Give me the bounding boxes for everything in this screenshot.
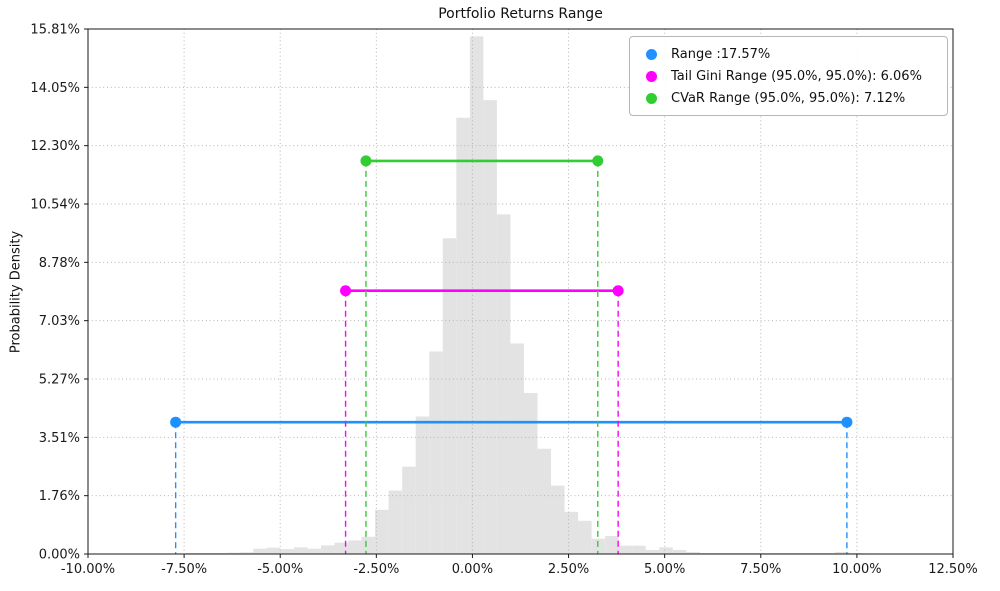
histogram-bar	[239, 552, 254, 554]
y-tick-label: 12.30%	[30, 139, 80, 154]
histogram-bar	[496, 214, 511, 554]
histogram-bar	[686, 552, 700, 554]
histogram-bar	[659, 547, 673, 554]
histogram-bar	[415, 416, 430, 554]
histogram-bar	[537, 448, 552, 554]
y-tick-label: 5.27%	[39, 373, 80, 388]
histogram-bar	[483, 100, 497, 554]
histogram-bar	[307, 548, 321, 554]
x-tick-label: -2.50%	[353, 562, 399, 577]
legend-item: Range :17.57%	[639, 43, 937, 65]
histogram-bar	[348, 540, 362, 554]
y-tick-label: 0.00%	[39, 548, 80, 563]
chart-title: Portfolio Returns Range	[438, 6, 603, 22]
histogram-bar	[266, 547, 281, 554]
x-tick-label: 7.50%	[740, 562, 781, 577]
legend-item: CVaR Range (95.0%, 95.0%): 7.12%	[639, 87, 937, 109]
histogram-bar	[429, 351, 443, 554]
legend-item: Tail Gini Range (95.0%, 95.0%): 6.06%	[639, 65, 937, 87]
y-tick-label: 3.51%	[39, 431, 80, 446]
histogram-bar	[510, 343, 524, 554]
histogram-bar	[226, 552, 240, 554]
y-tick-label: 1.76%	[39, 489, 80, 504]
histogram-bar	[469, 36, 484, 555]
y-tick-label: 7.03%	[39, 314, 80, 329]
x-tick-label: -10.00%	[61, 562, 115, 577]
tail-gini-range-marker	[340, 285, 352, 297]
cvar-range-legend-marker-icon	[646, 92, 657, 104]
histogram-bar	[293, 547, 308, 554]
cvar-range-marker	[592, 155, 604, 167]
range-legend-marker-icon	[646, 48, 657, 60]
legend-item-label: CVaR Range (95.0%, 95.0%): 7.12%	[671, 90, 906, 106]
histogram-bar	[442, 238, 457, 555]
histogram-bar	[618, 545, 633, 554]
x-tick-label: 0.00%	[452, 562, 493, 577]
y-tick-label: 8.78%	[39, 256, 80, 271]
histogram-bar	[605, 536, 619, 554]
histogram-bar	[523, 392, 538, 554]
y-tick-label: 14.05%	[30, 81, 80, 96]
y-tick-label: 15.81%	[30, 23, 80, 38]
range-marker	[841, 416, 853, 428]
histogram-bar	[564, 511, 579, 554]
tail-gini-range-marker	[612, 285, 624, 297]
histogram-bar	[578, 520, 592, 554]
histogram-bar	[632, 545, 646, 554]
histogram-bar	[253, 548, 267, 554]
tail-gini-range-legend-marker-icon	[646, 70, 657, 82]
legend-item-label: Tail Gini Range (95.0%, 95.0%): 6.06%	[671, 68, 922, 84]
x-tick-label: -7.50%	[161, 562, 207, 577]
x-tick-label: 2.50%	[548, 562, 589, 577]
axes-spines	[87, 28, 954, 555]
histogram-bar	[551, 485, 565, 554]
range-marker	[170, 416, 182, 428]
histogram-bar	[388, 490, 403, 554]
histogram-bar	[334, 542, 349, 554]
histogram-bar	[672, 550, 687, 554]
cvar-range-marker	[360, 155, 372, 167]
histogram-bar	[835, 552, 849, 554]
x-tick-label: 5.00%	[644, 562, 685, 577]
x-tick-label: 12.50%	[928, 562, 978, 577]
histogram-bar	[645, 550, 660, 554]
histogram-bar	[320, 545, 335, 554]
legend-item-label: Range :17.57%	[671, 46, 771, 62]
histogram-bar	[456, 117, 470, 554]
x-tick-label: -5.00%	[257, 562, 303, 577]
y-tick-label: 10.54%	[30, 198, 80, 213]
histogram-bar	[361, 536, 376, 554]
histogram-bar	[280, 549, 294, 554]
x-tick-label: 10.00%	[832, 562, 882, 577]
legend: Range :17.57% Tail Gini Range (95.0%, 95.…	[629, 36, 948, 116]
histogram-bar	[375, 509, 389, 554]
histogram-bar	[402, 466, 416, 554]
